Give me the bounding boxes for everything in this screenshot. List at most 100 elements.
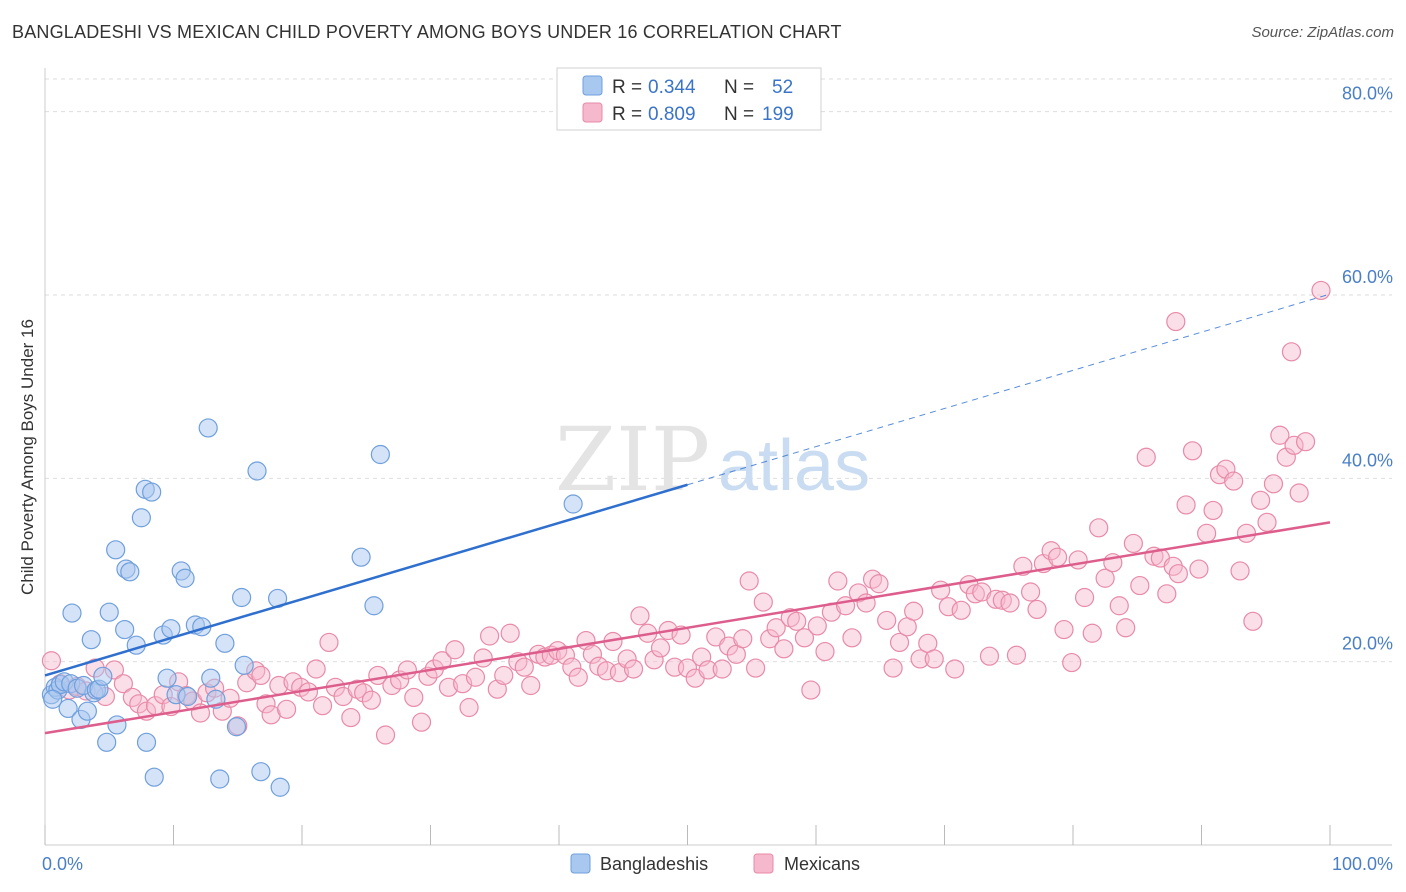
mexicans-point — [1276, 447, 1296, 467]
mexicans-point — [1089, 518, 1109, 538]
bangladeshis-point — [81, 630, 101, 650]
mexicans-point — [129, 694, 149, 714]
bangladeshis-point — [97, 732, 117, 752]
bangladeshis-point — [247, 461, 267, 481]
bangladeshis-point — [142, 482, 162, 502]
bangladeshis-trend-line — [44, 483, 688, 677]
legend-n-label-1: N = — [724, 77, 754, 98]
trend-lines — [44, 293, 1331, 735]
mexicans-point — [1270, 425, 1290, 445]
mexicans-point — [1047, 547, 1068, 567]
mexicans-point — [712, 659, 732, 679]
mexicans-point — [251, 665, 271, 686]
mexicans-point — [1230, 561, 1250, 581]
mexicans-point — [1068, 550, 1088, 570]
mexicans-point — [1224, 471, 1244, 491]
mexicans-point — [1216, 459, 1236, 479]
mexicans-point — [404, 687, 424, 708]
bangladeshis-point — [58, 698, 78, 719]
mexicans-point — [354, 683, 374, 703]
mexicans-point — [1109, 596, 1129, 616]
bangladeshis-point — [106, 540, 126, 560]
mexicans-point — [965, 584, 985, 604]
mexicans-point — [938, 597, 958, 617]
bangladeshis-point — [251, 762, 271, 782]
mexicans-point — [1251, 490, 1271, 510]
mexicans-point — [774, 639, 794, 659]
y-tick-label-40: 40.0% — [1342, 450, 1393, 470]
y-tick-label-80: 80.0% — [1342, 84, 1393, 104]
bangladeshis-point — [198, 418, 218, 438]
mexicans-point — [780, 608, 800, 628]
bangladeshis-trend-extension — [687, 293, 1331, 486]
mexicans-point — [555, 645, 576, 665]
legend-r-value-2: 0.809 — [648, 104, 696, 125]
mexicans-point — [562, 657, 582, 677]
mexicans-point — [514, 657, 534, 677]
mexicans-point — [1263, 474, 1284, 494]
watermark: ZIP atlas — [555, 408, 870, 511]
y-tick-label-60: 60.0% — [1342, 267, 1393, 287]
bottom-legend-swatch-mexicans — [753, 853, 774, 874]
mexicans-point — [312, 696, 333, 716]
mexicans-point — [1168, 564, 1188, 584]
mexicans-point — [1062, 652, 1082, 673]
mexicans-point — [924, 649, 944, 669]
bangladeshis-point — [62, 603, 82, 623]
mexicans-point — [113, 674, 133, 694]
mexicans-point — [1157, 584, 1177, 604]
mexicans-point — [848, 583, 869, 603]
mexicans-point — [1203, 500, 1223, 521]
mexicans-point — [500, 623, 520, 643]
x-tick-label-min: 0.0% — [42, 854, 83, 874]
mexicans-point — [1074, 587, 1095, 608]
bangladeshis-point — [175, 568, 195, 588]
bangladeshis-point — [115, 619, 135, 640]
legend-swatch-mexicans — [582, 102, 603, 123]
y-axis-title: Child Poverty Among Boys Under 16 — [18, 319, 37, 595]
mexicans-point — [1136, 447, 1156, 467]
mexicans-point — [1182, 441, 1203, 461]
mexicans-point — [1095, 568, 1115, 588]
mexicans-point — [1284, 435, 1304, 455]
bangladeshis-point — [370, 444, 390, 465]
mexicans-point — [739, 571, 759, 591]
bangladeshis-point — [234, 655, 254, 675]
bangladeshis-point — [270, 777, 290, 797]
bangladeshis-point — [364, 596, 384, 616]
mexicans-point — [1000, 593, 1020, 613]
bangladeshis-point — [43, 689, 63, 709]
mexicans-point — [623, 659, 644, 679]
mexicans-point — [1236, 523, 1257, 543]
legend-n-label-2: N = — [724, 104, 754, 125]
bangladeshis-point — [157, 668, 177, 688]
axes — [44, 68, 1392, 846]
mexicans-point — [582, 644, 603, 664]
mexicans-point — [787, 611, 807, 631]
mexicans-point — [1197, 523, 1217, 543]
mexicans-point — [650, 638, 671, 658]
legend-n-value-2: 199 — [762, 104, 794, 125]
mexicans-point — [889, 632, 910, 653]
mexicans-point — [256, 694, 276, 714]
mexicans-point — [341, 707, 361, 728]
mexicans-point — [521, 675, 541, 696]
mexicans-point — [904, 601, 924, 621]
mexicans-point — [698, 660, 718, 680]
legend-r-value-1: 0.344 — [648, 77, 696, 98]
bangladeshis-point — [563, 494, 583, 514]
bangladeshis-point — [144, 767, 164, 787]
mexicans-point — [951, 600, 971, 620]
legend-n-value-1: 52 — [772, 77, 793, 98]
bottom-legend: Bangladeshis Mexicans — [570, 853, 860, 874]
bangladeshis-point — [232, 587, 252, 608]
mexicans-point — [361, 690, 381, 710]
mexicans-point — [319, 632, 339, 653]
watermark-zip: ZIP — [555, 408, 710, 511]
mexicans-point — [445, 640, 465, 660]
mexicans-point — [1257, 512, 1277, 532]
bangladeshis-point — [178, 686, 198, 707]
mexicans-point — [910, 649, 930, 669]
bangladeshis-point — [136, 732, 157, 752]
mexicans-point — [842, 628, 862, 648]
